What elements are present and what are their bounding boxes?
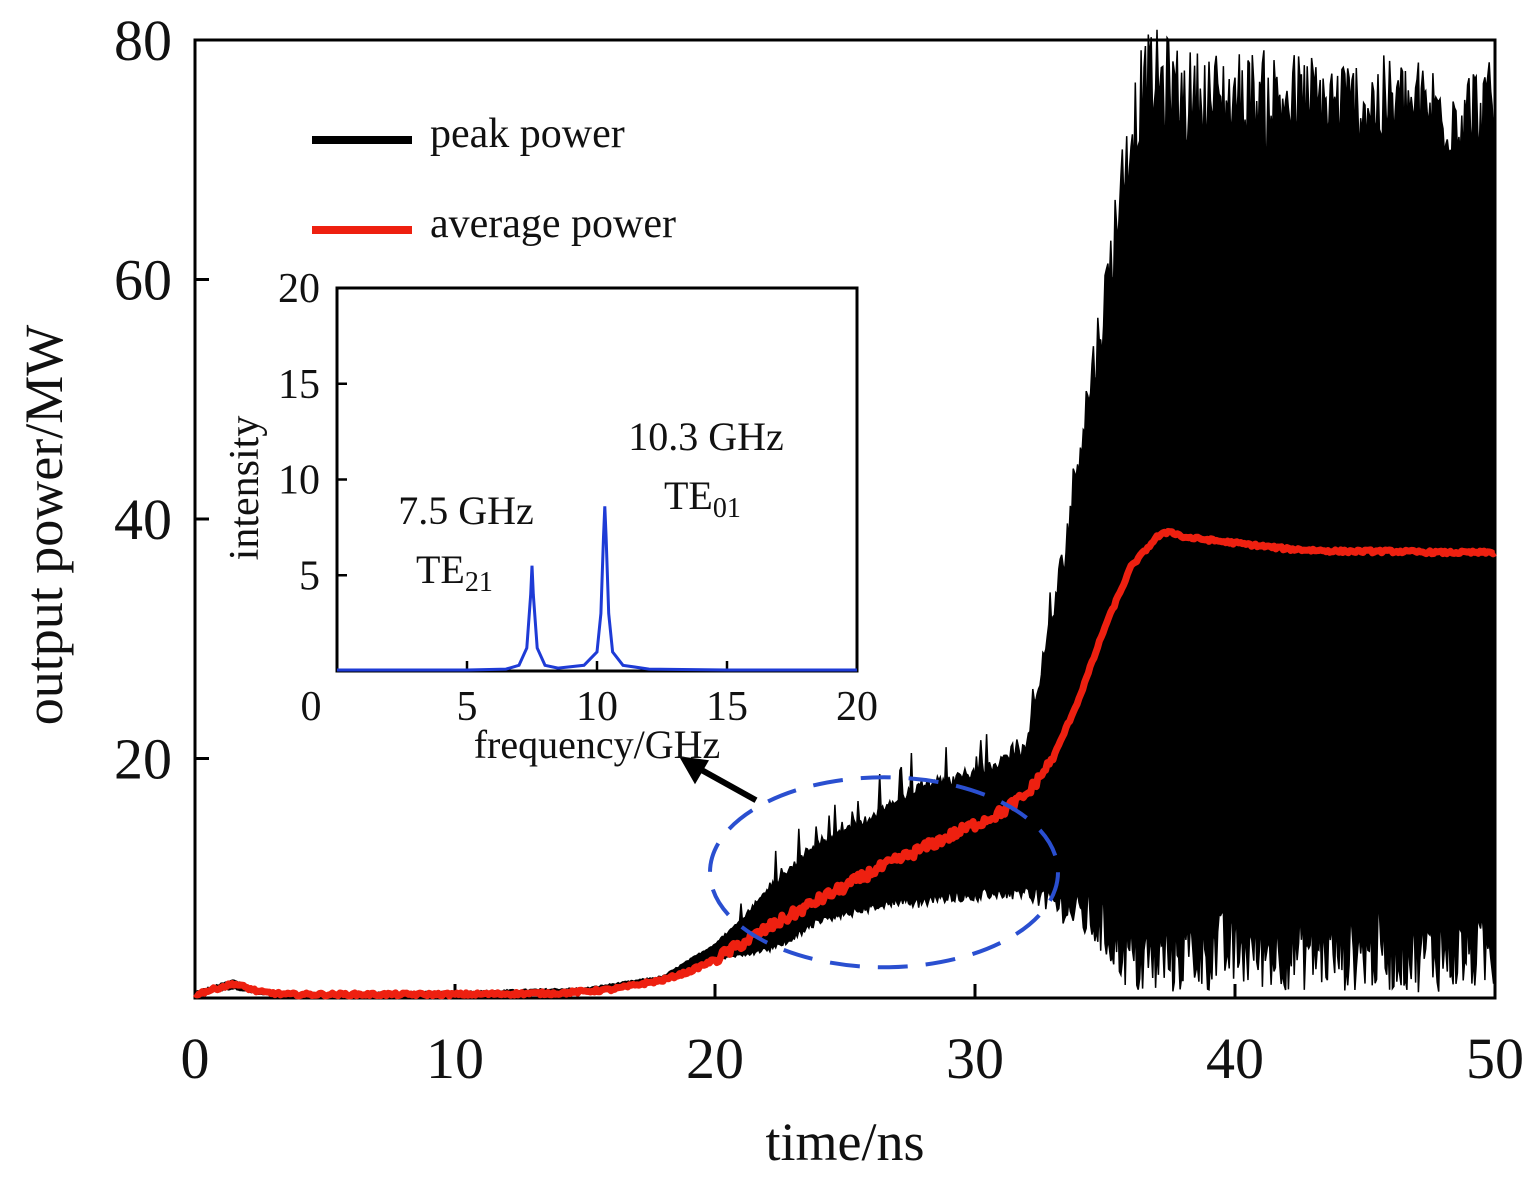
annotation-layer	[679, 756, 1060, 970]
inset-x-tick-label: 10	[576, 684, 618, 730]
inset-plot-frame	[335, 286, 859, 673]
x-tick-label: 40	[1206, 1026, 1264, 1091]
peak1-mode-label: TE21	[416, 547, 493, 598]
y-tick-label: 80	[114, 8, 172, 73]
inset-spectrum-series	[337, 506, 857, 672]
inset-x-tick-label: 5	[457, 684, 478, 730]
inset-ticks: 0 5 10 15 20 5 10 15 20	[278, 266, 878, 730]
inset-y-tick-label: 15	[278, 362, 320, 408]
y-tick-label: 20	[114, 727, 172, 792]
average-power-series	[193, 527, 1497, 1000]
inset-y-tick-label: 20	[278, 266, 320, 312]
inset-y-axis-label: intensity	[222, 416, 268, 561]
peak2-frequency-label: 10.3 GHz	[628, 414, 784, 459]
x-tick-label: 0	[181, 1026, 210, 1091]
legend-label-average: average power	[430, 201, 676, 247]
annotation-arrow-head	[679, 756, 709, 785]
y-tick-label: 40	[114, 487, 172, 552]
average-power-line	[193, 527, 1497, 1000]
x-tick-label: 20	[686, 1026, 744, 1091]
legend: peak power average power	[312, 111, 676, 247]
annotation-ellipse	[708, 775, 1060, 970]
x-tick-label: 10	[426, 1026, 484, 1091]
peak1-frequency-label: 7.5 GHz	[398, 488, 534, 533]
inset-x-axis-label: frequency/GHz	[474, 722, 721, 767]
annotation-arrow-shaft	[700, 767, 758, 803]
inset-x-tick-label: 0	[301, 684, 322, 730]
legend-label-peak: peak power	[430, 111, 625, 157]
inset-y-tick-label: 5	[299, 553, 320, 599]
inset-x-tick-label: 20	[836, 684, 878, 730]
y-axis-label: output power/MW	[14, 325, 74, 725]
inset-x-tick-label: 15	[706, 684, 748, 730]
x-tick-label: 50	[1466, 1026, 1524, 1091]
inset-spectrum-line	[337, 506, 857, 672]
x-axis-label: time/ns	[766, 1112, 925, 1172]
inset-y-tick-label: 10	[278, 458, 320, 504]
y-tick-label: 60	[114, 248, 172, 313]
peak2-mode-label: TE01	[664, 473, 741, 524]
x-tick-label: 30	[946, 1026, 1004, 1091]
